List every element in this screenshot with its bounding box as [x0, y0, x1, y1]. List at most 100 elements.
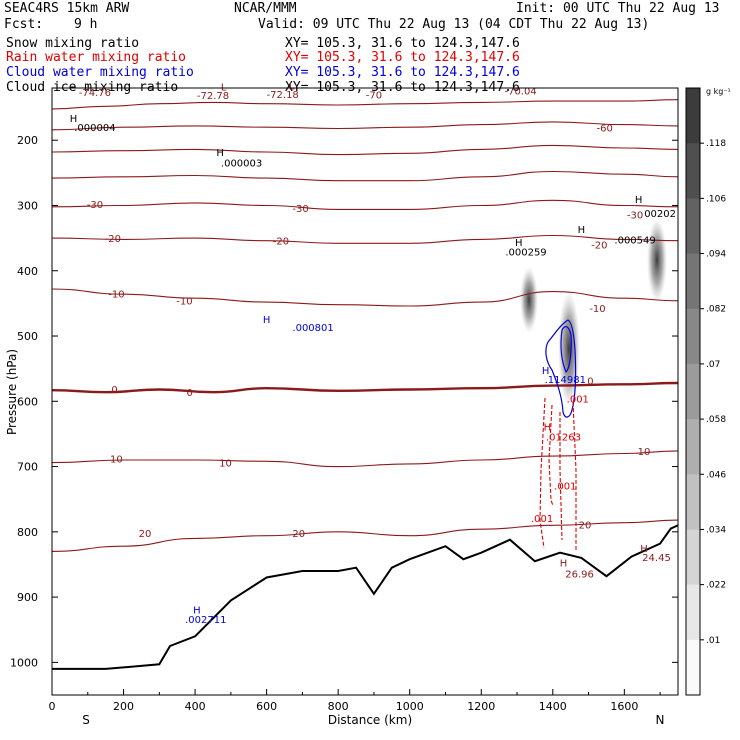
- y-tick-label: 500: [17, 330, 38, 343]
- contour-label: .002711: [185, 615, 226, 626]
- rain-water-contours: [539, 397, 577, 550]
- y-axis-label: Pressure (hPa): [5, 349, 19, 435]
- colorbar-swatch: [686, 143, 700, 199]
- isotherm-minus-20: [52, 234, 678, 244]
- high-marker: H: [560, 558, 568, 569]
- valid-label: Valid: 09 UTC Thu 22 Aug 13 (04 CDT Thu …: [258, 17, 650, 32]
- isotherm-minus-30: [52, 199, 678, 210]
- isotherm-minus-60: [52, 121, 678, 131]
- contour-label: .114981: [545, 375, 586, 386]
- colorbar-tick-label: .094: [706, 250, 726, 260]
- contour-label: .000003: [221, 158, 262, 169]
- x-tick-label: 1000: [396, 700, 424, 713]
- fcst-label: Fcst:: [4, 17, 44, 32]
- contour-label: .000549: [614, 235, 655, 246]
- contour-label: -20: [273, 237, 289, 248]
- isotherm-minus-10: [52, 288, 678, 307]
- cloud-water-contour-inner: [560, 325, 572, 374]
- field-cloud-water-name: Cloud water mixing ratio: [6, 65, 194, 80]
- high-marker: H: [640, 544, 648, 555]
- contour-label: 10: [219, 459, 232, 470]
- contour-label: 10: [110, 455, 123, 466]
- ice-shade-core: [558, 291, 580, 407]
- contour-label: .01263: [546, 433, 581, 444]
- rain-contour-east: [572, 401, 577, 550]
- rain-contour-west: [539, 397, 546, 549]
- contour-label: 20: [139, 529, 152, 540]
- colorbar-swatch: [686, 639, 700, 696]
- isotherm-minus-40: [52, 170, 678, 182]
- fcst-value: 9 h: [74, 17, 98, 32]
- contour-label: .000801: [292, 323, 333, 334]
- colorbar-swatch: [686, 88, 700, 144]
- x-tick-label: 400: [185, 700, 206, 713]
- y-tick-label: 300: [17, 199, 38, 212]
- center-label: NCAR/MMM: [234, 1, 297, 16]
- x-tick-label: 1400: [539, 700, 567, 713]
- contour-label: .001: [531, 514, 553, 525]
- y-tick-label: 200: [17, 134, 38, 147]
- high-marker: H: [515, 238, 523, 249]
- high-marker: H: [216, 148, 224, 159]
- colorbar-tick-label: .034: [706, 525, 726, 535]
- field-rain-name: Rain water mixing ratio: [6, 50, 187, 65]
- x-tick-label: 800: [328, 700, 349, 713]
- contour-label: -72.78: [197, 91, 229, 102]
- colorbar-swatch: [686, 584, 700, 641]
- model-title: SEAC4RS 15km ARW: [4, 1, 130, 16]
- x-axis-south-label: S: [82, 713, 90, 727]
- colorbar-swatch: [686, 308, 700, 365]
- y-tick-label: 800: [17, 526, 38, 539]
- plot-frame: [51, 87, 679, 696]
- colorbar-tick-label: .046: [706, 470, 726, 480]
- colorbar-frame: [685, 87, 701, 696]
- contour-label: 0: [111, 385, 117, 396]
- colorbar-swatch: [686, 198, 700, 255]
- colorbar-tick-label: .07: [706, 360, 720, 370]
- contour-label: 0: [587, 376, 593, 387]
- low-marker: L: [289, 81, 295, 92]
- contour-label: .001: [554, 481, 576, 492]
- x-tick-label: 600: [256, 700, 277, 713]
- contour-label: 26.96: [565, 570, 594, 581]
- temperature-contours: [52, 99, 678, 552]
- rain-contour-center-b: [559, 412, 563, 541]
- contour-label: -10: [589, 304, 605, 315]
- colorbar-swatch: [686, 363, 700, 420]
- colorbar-tick-label: .106: [706, 194, 726, 204]
- contour-label: 10: [638, 447, 651, 458]
- colorbar-swatch: [686, 529, 700, 586]
- contour-label: .001: [567, 395, 589, 406]
- x-tick-label: 0: [49, 700, 56, 713]
- colorbar-swatch: [686, 419, 700, 475]
- contour-label: .000259: [505, 248, 546, 259]
- contour-value-labels: -74.76 -72.78 -72.18 -70.04 -70 -60 -30 -30 -30 -…: [74, 87, 676, 627]
- contour-label: -10: [108, 290, 124, 301]
- y-tick-label: 400: [17, 265, 38, 278]
- colorbar-tick-label: .082: [706, 305, 726, 315]
- contour-label: -30: [292, 204, 308, 215]
- contour-label: .000004: [74, 123, 115, 134]
- contour-label: 00202: [644, 209, 676, 220]
- contour-label: 20: [579, 521, 592, 532]
- x-axis-label: Distance (km): [328, 713, 412, 727]
- y-tick-label: 900: [17, 591, 38, 604]
- x-axis-north-label: N: [656, 713, 665, 727]
- high-marker: H: [263, 315, 271, 326]
- contour-label: -30: [627, 211, 643, 222]
- colorbar-tick-label: .01: [706, 636, 720, 646]
- terrain-line: [52, 524, 678, 670]
- field-snow-name: Snow mixing ratio: [6, 36, 140, 51]
- high-marker: H: [193, 605, 201, 616]
- contour-label: -70.04: [504, 87, 536, 98]
- contour-label: -74.76: [79, 88, 111, 99]
- hydrometeor-shading: [520, 218, 667, 407]
- contour-label: -60: [597, 124, 613, 135]
- x-tick-label: 1200: [467, 700, 495, 713]
- ice-shade-north: [647, 218, 667, 302]
- high-marker: H: [542, 366, 550, 377]
- isotherm-20: [52, 519, 678, 552]
- contour-label: 24.45: [642, 553, 671, 564]
